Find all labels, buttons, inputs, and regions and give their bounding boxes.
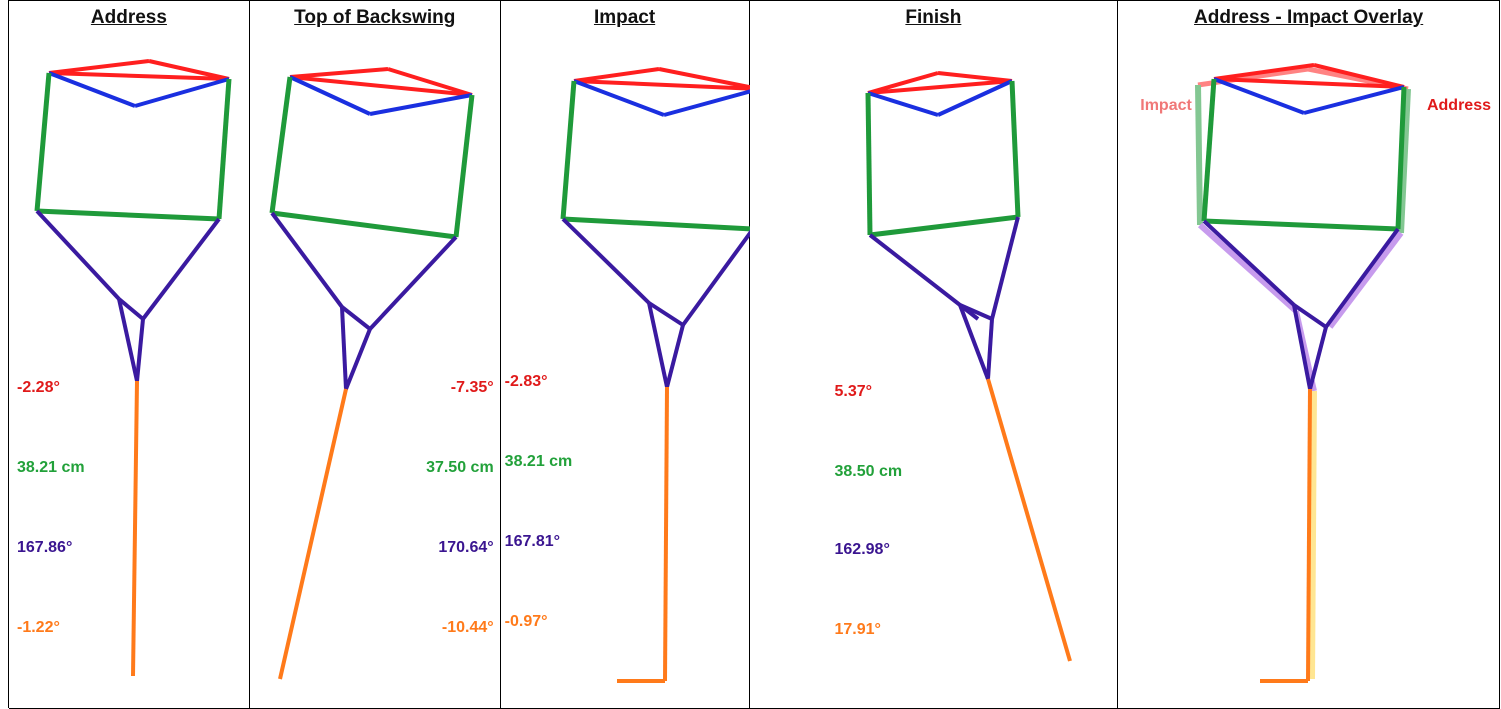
skeleton-top-of-backswing [269, 67, 475, 680]
address-legend-label: Address [1426, 97, 1491, 114]
club-angle-value: -1.22° [17, 619, 60, 636]
club-angle-value: 17.91° [834, 621, 881, 638]
skeleton-impact [560, 67, 750, 683]
shoulder-angle-value: 5.37° [834, 383, 873, 400]
skeleton-finish [865, 71, 1072, 662]
swing-phases-table: Address -2.28° 38.21 cm 167.86° -1.22° T… [8, 0, 1500, 709]
arm-angle-value: 162.98° [834, 541, 890, 558]
panel-title: Impact [593, 7, 656, 28]
impact-legend-label: Impact [1140, 97, 1192, 114]
club-angle-value: -0.97° [504, 613, 548, 630]
arm-angle-value: 167.86° [17, 539, 73, 556]
distance-value: 38.50 cm [834, 463, 903, 480]
distance-value: 38.21 cm [17, 459, 85, 476]
panel-title: Top of Backswing [294, 7, 456, 28]
skeleton-address [34, 59, 232, 677]
panel-address-impact-overlay: Address - Impact Overlay [1118, 1, 1500, 709]
skeleton-overlay [1195, 63, 1412, 683]
arm-angle-value: 167.81° [504, 533, 561, 550]
shoulder-angle-value: -2.83° [504, 373, 548, 390]
panel-title: Finish [905, 7, 962, 28]
distance-value: 37.50 cm [426, 459, 494, 476]
club-angle-value: -10.44° [441, 619, 494, 636]
shoulder-angle-value: -7.35° [450, 379, 494, 396]
panel-title: Address - Impact Overlay [1194, 7, 1424, 28]
distance-value: 38.21 cm [504, 453, 573, 470]
panel-finish: Finish 5.37° 38.50 cm 162.98° 17.91° [749, 1, 1119, 709]
panel-top-of-backswing: Top of Backswing -7.35° 37.50 cm 170.64°… [249, 1, 501, 709]
arm-angle-value: 170.64° [438, 539, 494, 556]
panel-impact: Impact -2.83° 38.21 cm 167.81° -0.97° [500, 1, 750, 709]
shoulder-angle-value: -2.28° [17, 379, 60, 396]
panel-address: Address -2.28° 38.21 cm 167.86° -1.22° [9, 1, 250, 709]
panel-title: Address [90, 7, 167, 28]
